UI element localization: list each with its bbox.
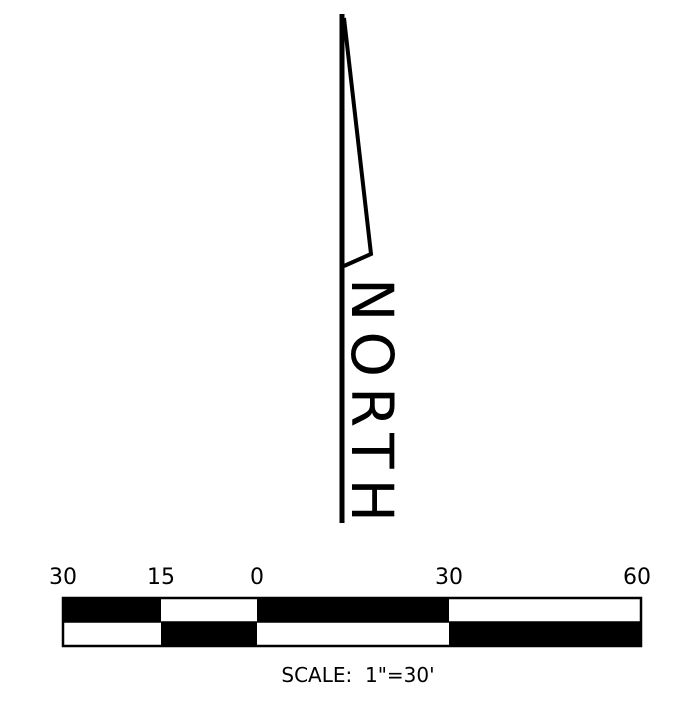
scale-segment-bottom-2 (161, 622, 257, 646)
scale-segment-top-3 (257, 598, 449, 622)
scale-tick-label: 0 (250, 565, 264, 590)
scale-segment-bottom-1 (63, 622, 161, 646)
scale-segment-top-1 (63, 598, 161, 622)
scale-bar: 30 15 0 30 60 SCALE: 1"=30' (49, 565, 651, 687)
north-label: NORTH (338, 278, 406, 532)
scale-segment-bottom-3 (257, 622, 449, 646)
north-arrow: NORTH (338, 14, 406, 532)
scale-tick-label: 30 (435, 565, 463, 590)
north-arrow-head (342, 17, 374, 268)
scale-segment-top-4 (449, 598, 641, 622)
scale-segment-top-2 (161, 598, 257, 622)
scale-caption: SCALE: 1"=30' (281, 663, 434, 687)
scale-tick-label: 15 (147, 565, 175, 590)
scale-tick-label: 30 (49, 565, 77, 590)
scale-tick-label: 60 (623, 565, 651, 590)
scale-segment-bottom-4 (449, 622, 641, 646)
